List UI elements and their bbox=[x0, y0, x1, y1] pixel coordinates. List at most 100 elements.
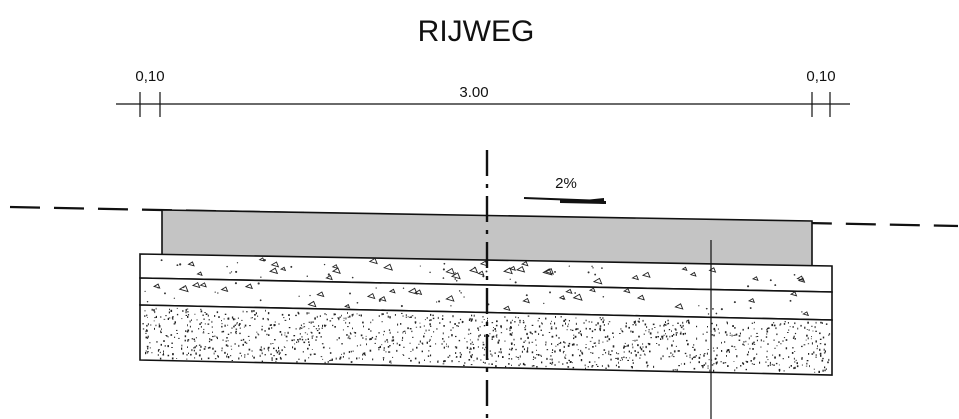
sand-grain bbox=[623, 346, 625, 349]
sand-grain bbox=[314, 353, 316, 355]
sand-grain bbox=[352, 327, 353, 330]
sand-grain bbox=[350, 361, 353, 363]
sand-grain bbox=[785, 339, 787, 341]
sand-grain bbox=[467, 333, 470, 335]
sand-grain bbox=[460, 353, 462, 356]
sand-grain bbox=[761, 328, 763, 330]
sand-grain bbox=[559, 350, 561, 352]
sand-grain bbox=[244, 356, 246, 358]
sand-grain bbox=[389, 316, 391, 319]
gravel-stone bbox=[178, 284, 189, 293]
gravel-dot bbox=[438, 300, 441, 303]
sand-grain bbox=[435, 343, 437, 345]
sand-grain bbox=[537, 354, 540, 356]
sand-grain bbox=[169, 308, 170, 311]
sand-grain bbox=[185, 311, 187, 314]
sand-grain bbox=[575, 322, 577, 325]
gravel-stone bbox=[515, 265, 526, 273]
sand-grain bbox=[383, 330, 385, 333]
sand-grain bbox=[538, 317, 540, 319]
sand-grain bbox=[642, 343, 644, 345]
sand-grain bbox=[682, 321, 684, 324]
sand-grain bbox=[482, 361, 484, 363]
sand-grain bbox=[248, 348, 251, 351]
sand-grain bbox=[378, 315, 380, 317]
sand-grain bbox=[195, 345, 198, 347]
sand-grain bbox=[200, 310, 203, 313]
sand-grain bbox=[165, 335, 167, 336]
sand-grain bbox=[409, 316, 411, 318]
sand-grain bbox=[190, 353, 192, 356]
sand-grain bbox=[531, 365, 534, 367]
sand-grain bbox=[211, 326, 213, 328]
sand-grain bbox=[308, 321, 310, 323]
sand-grain bbox=[673, 350, 676, 352]
sand-grain bbox=[424, 359, 425, 361]
sand-grain bbox=[806, 360, 809, 362]
sand-grain bbox=[239, 332, 241, 335]
sand-grain bbox=[808, 353, 810, 355]
sand-grain bbox=[571, 362, 573, 364]
sand-grain bbox=[786, 339, 788, 341]
sand-grain bbox=[666, 347, 668, 350]
sand-grain bbox=[652, 323, 655, 326]
sand-grain bbox=[185, 314, 188, 316]
sand-grain bbox=[536, 354, 538, 356]
sand-grain bbox=[807, 321, 809, 324]
sand-grain bbox=[286, 340, 288, 342]
sand-grain bbox=[334, 313, 336, 316]
sand-grain bbox=[509, 333, 512, 336]
sand-grain bbox=[437, 360, 439, 362]
sand-grain bbox=[583, 322, 585, 324]
sand-grain bbox=[358, 314, 361, 316]
sand-grain bbox=[523, 348, 525, 351]
sand-grain bbox=[429, 323, 431, 326]
sand-grain bbox=[631, 343, 633, 346]
sand-grain bbox=[534, 330, 537, 333]
sand-grain bbox=[558, 337, 560, 339]
sand-grain bbox=[721, 350, 723, 352]
sand-grain bbox=[204, 323, 206, 325]
gravel-stone bbox=[681, 266, 688, 271]
sand-grain bbox=[368, 328, 370, 330]
sand-grain bbox=[450, 329, 452, 331]
sand-grain bbox=[230, 355, 232, 357]
gravel-dot bbox=[257, 282, 260, 285]
sand-grain bbox=[236, 323, 238, 325]
sand-grain bbox=[146, 330, 148, 332]
sand-grain bbox=[426, 317, 428, 319]
sand-grain bbox=[689, 354, 691, 356]
sand-grain bbox=[713, 334, 715, 337]
sand-grain bbox=[649, 332, 652, 335]
sand-grain bbox=[714, 357, 717, 360]
sand-grain bbox=[502, 356, 504, 358]
sand-grain bbox=[161, 328, 162, 330]
sand-grain bbox=[500, 325, 502, 328]
sand-grain bbox=[320, 336, 322, 338]
sand-grain bbox=[443, 340, 445, 343]
sand-grain bbox=[318, 328, 320, 330]
sand-grain bbox=[612, 345, 615, 348]
sand-grain bbox=[655, 336, 657, 339]
sand-grain bbox=[784, 321, 786, 323]
sand-grain bbox=[390, 362, 392, 364]
sand-grain bbox=[554, 364, 556, 366]
sand-grain bbox=[756, 336, 759, 337]
sand-grain bbox=[540, 354, 542, 357]
sand-grain bbox=[630, 330, 632, 333]
sand-grain bbox=[815, 340, 817, 343]
sand-grain bbox=[227, 353, 228, 355]
sand-grain bbox=[675, 332, 678, 334]
sand-grain bbox=[295, 314, 297, 317]
sand-grain bbox=[480, 359, 482, 361]
sand-grain bbox=[603, 319, 605, 321]
sand-grain bbox=[182, 310, 184, 312]
gravel-stone bbox=[522, 297, 530, 304]
sand-grain bbox=[265, 309, 266, 312]
sand-grain bbox=[338, 319, 340, 321]
sand-grain bbox=[818, 370, 820, 373]
sand-grain bbox=[788, 356, 790, 358]
sand-grain bbox=[780, 343, 782, 345]
sand-grain bbox=[496, 334, 498, 336]
sand-grain bbox=[639, 354, 642, 356]
